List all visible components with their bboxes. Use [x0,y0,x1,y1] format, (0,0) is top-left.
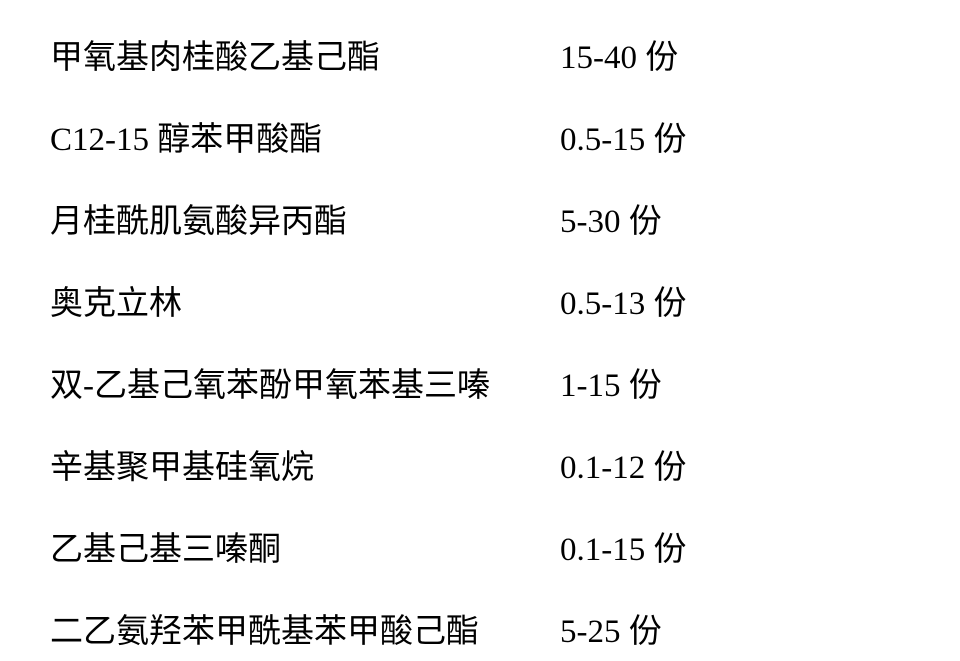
ingredient-name: 二乙氨羟苯甲酰基苯甲酸己酯 [50,604,560,652]
ingredient-name: 奥克立林 [50,276,560,324]
ingredient-name: 甲氧基肉桂酸乙基己酯 [50,30,560,78]
table-row: C12-15 醇苯甲酸酯 0.5-15 份 [50,112,900,160]
ingredient-amount: 0.1-12 份 [560,440,687,488]
ingredient-name: 月桂酰肌氨酸异丙酯 [50,194,560,242]
ingredient-amount: 0.5-15 份 [560,112,687,160]
ingredient-amount: 1-15 份 [560,358,662,406]
ingredient-amount: 5-30 份 [560,194,662,242]
ingredient-amount: 0.5-13 份 [560,276,687,324]
ingredient-name: 乙基己基三嗪酮 [50,522,560,570]
table-row: 双-乙基己氧苯酚甲氧苯基三嗪 1-15 份 [50,358,900,406]
ingredient-table: 甲氧基肉桂酸乙基己酯 15-40 份 C12-15 醇苯甲酸酯 0.5-15 份… [0,0,960,661]
table-row: 乙基己基三嗪酮 0.1-15 份 [50,522,900,570]
table-row: 甲氧基肉桂酸乙基己酯 15-40 份 [50,30,900,78]
ingredient-name: 双-乙基己氧苯酚甲氧苯基三嗪 [50,358,560,406]
ingredient-name: C12-15 醇苯甲酸酯 [50,112,560,160]
ingredient-name: 辛基聚甲基硅氧烷 [50,440,560,488]
table-row: 二乙氨羟苯甲酰基苯甲酸己酯 5-25 份 [50,604,900,652]
ingredient-amount: 0.1-15 份 [560,522,687,570]
ingredient-amount: 5-25 份 [560,604,662,652]
table-row: 辛基聚甲基硅氧烷 0.1-12 份 [50,440,900,488]
ingredient-amount: 15-40 份 [560,30,678,78]
table-row: 奥克立林 0.5-13 份 [50,276,900,324]
table-row: 月桂酰肌氨酸异丙酯 5-30 份 [50,194,900,242]
